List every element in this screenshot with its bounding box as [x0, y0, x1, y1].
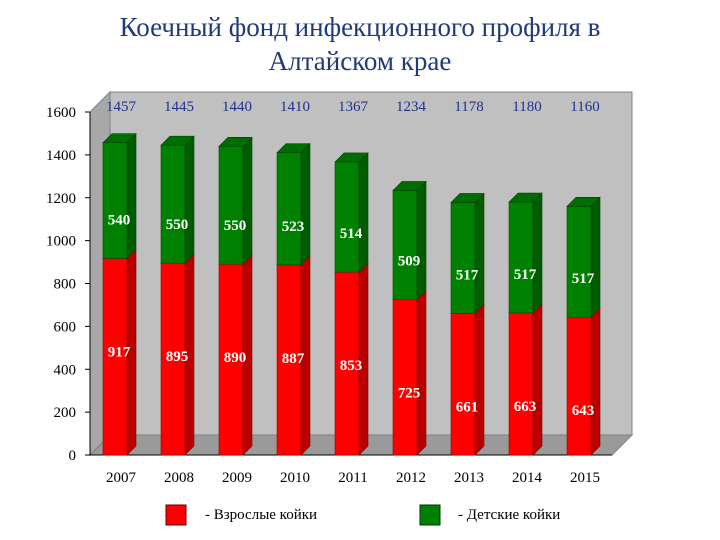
- legend: - Взрослые койки - Детские койки: [165, 504, 560, 526]
- chart-title-line2: Алтайском крае: [268, 46, 452, 76]
- y-tick-label: 200: [54, 405, 77, 421]
- y-tick-label: 600: [54, 319, 77, 335]
- y-tick-label: 400: [54, 362, 77, 378]
- x-tick-label: 2012: [396, 470, 426, 486]
- adult-value-label: 890: [224, 350, 247, 366]
- bar-adult: [160, 253, 195, 456]
- bar-adult: [392, 289, 427, 456]
- x-tick-label: 2013: [454, 470, 484, 486]
- legend-swatch-child: [419, 504, 441, 526]
- x-tick-label: 2011: [338, 470, 367, 486]
- child-value-label: 550: [224, 218, 247, 234]
- x-tick-label: 2008: [164, 470, 194, 486]
- data-labels: 1457 540 917 1445 550 895 1440 550 890 1410 523 887…: [106, 99, 600, 419]
- total-label: 1180: [512, 99, 541, 115]
- bar-child: [334, 152, 369, 273]
- x-tick-label: 2007: [106, 470, 137, 486]
- child-value-label: 517: [456, 267, 479, 283]
- y-tick-label: 1000: [46, 234, 76, 250]
- total-label: 1410: [280, 99, 310, 115]
- y-axis: 0 200 400 600 800 1000 1200 1400 1600: [46, 105, 90, 464]
- bar-child: [160, 135, 195, 264]
- back-wall: [109, 91, 633, 436]
- x-axis: 2007 2008 2009 2010 2011 2012 2013 2014 2015: [106, 470, 600, 486]
- total-label: 1160: [570, 99, 599, 115]
- total-label: 1234: [396, 99, 427, 115]
- bar-child: [450, 192, 485, 315]
- x-tick-label: 2015: [570, 470, 600, 486]
- chart-title: Коечный фонд инфекционного профиля в Алт…: [40, 10, 680, 78]
- bar-child: [566, 196, 601, 318]
- x-tick-label: 2009: [222, 470, 252, 486]
- adult-value-label: 661: [456, 399, 479, 415]
- child-value-label: 517: [572, 271, 595, 287]
- adult-value-label: 895: [166, 349, 189, 365]
- total-label: 1445: [164, 99, 194, 115]
- bar-adult: [508, 303, 543, 456]
- bar-adult: [566, 307, 601, 456]
- adult-value-label: 725: [398, 386, 421, 402]
- total-label: 1457: [106, 99, 137, 115]
- legend-label-child: - Детские койки: [458, 507, 560, 523]
- adult-value-label: 887: [282, 351, 305, 367]
- bar-adult: [450, 303, 485, 456]
- adult-value-label: 643: [572, 403, 595, 419]
- child-value-label: 517: [514, 267, 537, 283]
- bar-child: [276, 143, 311, 266]
- y-tick-label: 0: [69, 448, 77, 464]
- bar-adult: [102, 248, 137, 456]
- legend-label-adult: - Взрослые койки: [205, 507, 317, 523]
- x-tick-label: 2014: [512, 470, 543, 486]
- bars: [102, 132, 601, 456]
- child-value-label: 540: [108, 212, 131, 228]
- y-tick-label: 1200: [46, 191, 76, 207]
- total-label: 1178: [454, 99, 483, 115]
- bar-child: [218, 136, 253, 265]
- x-tick-label: 2010: [280, 470, 310, 486]
- total-label: 1367: [338, 99, 369, 115]
- adult-value-label: 917: [108, 344, 131, 360]
- child-value-label: 509: [398, 254, 421, 270]
- y-tick-label: 1600: [46, 105, 76, 121]
- bar-child: [102, 132, 137, 260]
- adult-value-label: 853: [340, 358, 363, 374]
- child-value-label: 550: [166, 217, 189, 233]
- bar-child: [392, 180, 427, 301]
- bar-child: [508, 192, 543, 314]
- total-label: 1440: [222, 99, 252, 115]
- legend-item-adult: - Взрослые койки: [165, 504, 317, 526]
- child-value-label: 514: [340, 226, 363, 242]
- bar-adult: [334, 262, 369, 456]
- y-tick-label: 800: [54, 277, 77, 293]
- y-tick-label: 1400: [46, 148, 76, 164]
- child-value-label: 523: [282, 219, 305, 235]
- chart-title-line1: Коечный фонд инфекционного профиля в: [119, 12, 601, 42]
- adult-value-label: 663: [514, 399, 537, 415]
- legend-swatch-adult: [165, 504, 187, 526]
- legend-item-child: - Детские койки: [419, 504, 560, 526]
